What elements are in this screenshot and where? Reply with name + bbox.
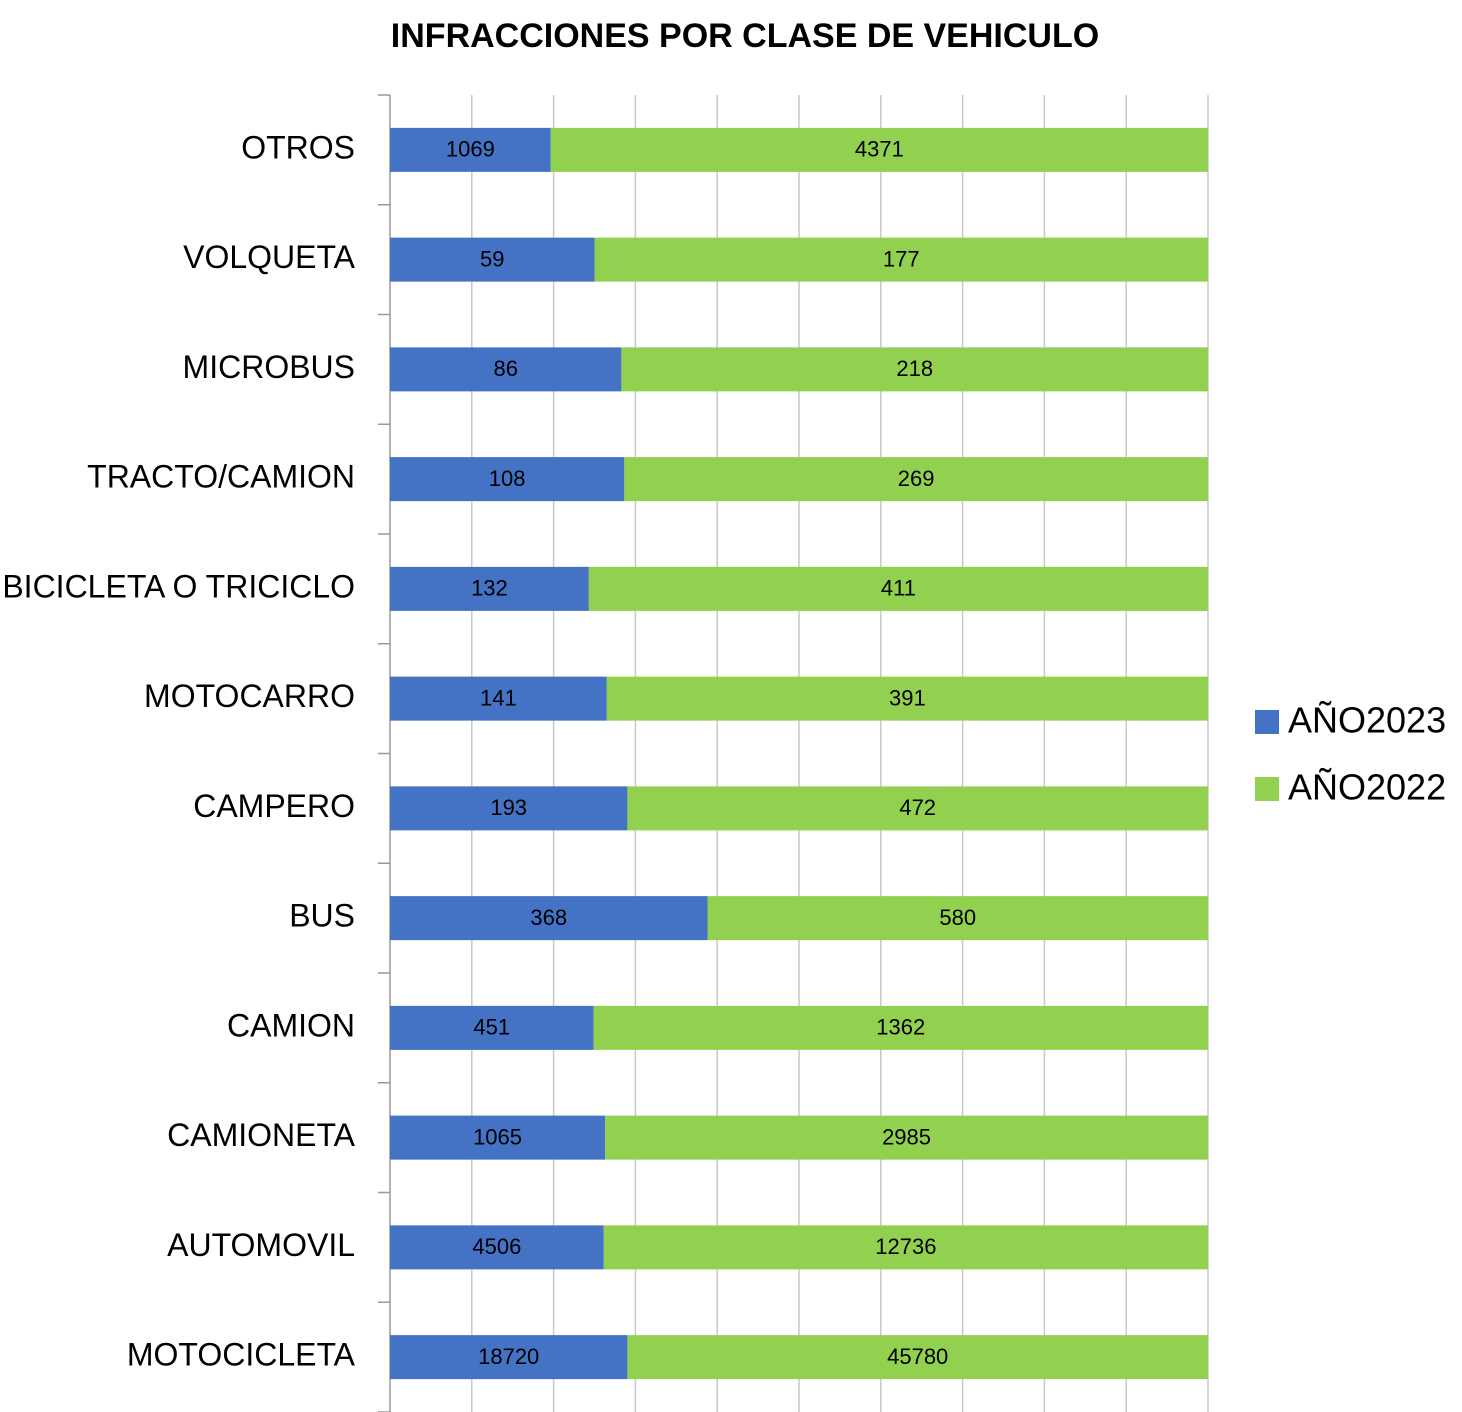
bar-segment xyxy=(390,457,625,502)
data-label: 108 xyxy=(489,466,526,491)
legend-label: AÑO2023 xyxy=(1288,700,1446,741)
bar-segment xyxy=(550,127,1208,172)
data-label: 132 xyxy=(471,576,508,601)
bar-segment xyxy=(606,676,1208,721)
data-label: 177 xyxy=(883,246,920,271)
bar-segment xyxy=(593,1005,1208,1050)
y-tick-label: CAMION xyxy=(227,1007,355,1043)
data-label: 451 xyxy=(473,1015,510,1040)
bar-segment xyxy=(390,676,607,721)
y-tick-label: MOTOCICLETA xyxy=(127,1337,356,1373)
data-label: 2985 xyxy=(882,1124,931,1149)
legend-swatch xyxy=(1255,710,1279,734)
data-label: 141 xyxy=(480,685,517,710)
bar-segment xyxy=(390,896,708,941)
bar-segment xyxy=(588,566,1208,611)
y-tick-label: AUTOMOVIL xyxy=(167,1227,355,1263)
data-label: 391 xyxy=(889,685,926,710)
y-tick-label: BICICLETA O TRICICLO xyxy=(2,568,355,604)
bar-segment xyxy=(605,1115,1208,1160)
data-label: 580 xyxy=(939,905,976,930)
bar-segment xyxy=(603,1225,1208,1270)
y-tick-label: MICROBUS xyxy=(183,349,355,385)
bar-segment xyxy=(390,1335,628,1380)
data-label: 59 xyxy=(480,246,504,271)
bar-segment xyxy=(390,1225,604,1270)
bar-segment xyxy=(390,566,589,611)
y-tick-label: OTROS xyxy=(241,129,355,165)
bar-segment xyxy=(627,1335,1208,1380)
y-tick-label: TRACTO/CAMION xyxy=(87,459,355,495)
chart-title: INFRACCIONES POR CLASE DE VEHICULO xyxy=(391,17,1099,55)
bar-segment xyxy=(390,786,628,831)
bar-segment xyxy=(707,896,1208,941)
legend-swatch xyxy=(1255,777,1279,801)
y-tick-label: BUS xyxy=(289,898,355,934)
data-label: 18720 xyxy=(478,1344,539,1369)
data-label: 45780 xyxy=(887,1344,948,1369)
data-label: 218 xyxy=(896,356,933,381)
bar-segment xyxy=(390,1115,606,1160)
legend-label: AÑO2022 xyxy=(1288,767,1446,808)
data-label: 4371 xyxy=(855,137,904,162)
data-label: 411 xyxy=(881,576,916,601)
data-label: 4506 xyxy=(472,1234,521,1259)
bar-segment xyxy=(390,1005,594,1050)
bar-segment xyxy=(390,127,551,172)
data-label: 1065 xyxy=(473,1124,522,1149)
data-label: 269 xyxy=(898,466,935,491)
data-label: 368 xyxy=(530,905,567,930)
data-label: 12736 xyxy=(875,1234,936,1259)
data-label: 472 xyxy=(899,795,936,820)
data-label: 193 xyxy=(490,795,527,820)
bar-segment xyxy=(594,237,1208,282)
data-label: 1069 xyxy=(446,137,495,162)
data-label: 1362 xyxy=(876,1015,925,1040)
y-tick-label: MOTOCARRO xyxy=(144,678,355,714)
bar-segment xyxy=(390,237,595,282)
y-tick-label: CAMPERO xyxy=(193,788,355,824)
y-tick-label: CAMIONETA xyxy=(167,1117,356,1153)
y-tick-label: VOLQUETA xyxy=(183,239,356,275)
data-label: 86 xyxy=(493,356,517,381)
bar-segment xyxy=(624,457,1208,502)
bar-segment xyxy=(390,347,622,392)
bar-segment xyxy=(621,347,1208,392)
bar-segment xyxy=(627,786,1208,831)
